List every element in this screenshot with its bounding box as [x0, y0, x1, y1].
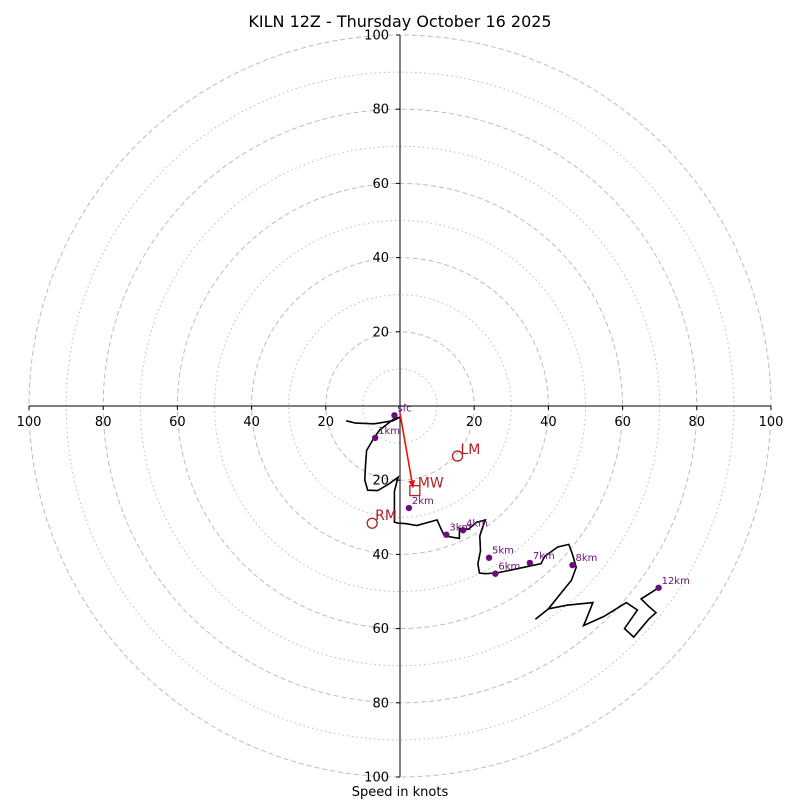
- height-label-5km: 5km: [492, 546, 514, 557]
- height-marker-5km: [485, 554, 493, 561]
- left-mover-marker: [451, 450, 464, 462]
- height-label-sfc: sfc: [397, 403, 411, 414]
- x-tick-label: 40: [243, 415, 260, 430]
- chart-title: KILN 12Z - Thursday October 16 2025: [248, 12, 551, 31]
- y-tick-label: 20: [372, 325, 389, 340]
- height-marker-6km: [492, 570, 499, 577]
- height-marker-1km: [371, 434, 379, 442]
- y-tick-label: 80: [372, 696, 389, 711]
- height-marker-8km: [569, 561, 576, 569]
- height-marker-2km: [405, 504, 413, 512]
- y-tick-label: 20: [372, 474, 389, 489]
- x-tick-label: 100: [759, 415, 784, 430]
- height-label-8km: 8km: [576, 553, 598, 564]
- x-axis-label: Speed in knots: [352, 785, 449, 800]
- storm-motion-layer: LM MW RM: [366, 413, 481, 529]
- height-marker-sfc: [391, 412, 398, 419]
- height-marker-4km: [459, 527, 467, 534]
- y-tick-label: 60: [372, 177, 389, 192]
- shear-vector-arrow: [399, 413, 414, 488]
- height-marker-3km: [443, 531, 450, 538]
- x-tick-label: 60: [169, 415, 186, 430]
- height-label-6km: 6km: [498, 562, 520, 573]
- axes: 100 80 60 40 20 20 40 60 80 100 100 80 60 40 20 20 40 60 8…: [17, 29, 784, 786]
- y-tick-label: 40: [372, 548, 389, 563]
- height-label-7km: 7km: [533, 551, 555, 562]
- x-tick-label: 20: [318, 415, 335, 430]
- right-mover-marker: [366, 517, 378, 529]
- hodograph-trace-layer: [346, 416, 660, 639]
- y-tick-label: 80: [372, 103, 389, 118]
- x-tick-label: 80: [689, 415, 706, 430]
- y-tick-label: 40: [372, 251, 389, 266]
- y-tick-label: 100: [364, 29, 389, 44]
- right-mover-label: RM: [375, 508, 397, 524]
- x-tick-label: 80: [95, 415, 112, 430]
- height-label-12km: 12km: [662, 576, 690, 587]
- height-marker-7km: [526, 559, 534, 567]
- y-tick-label: 100: [364, 771, 389, 786]
- mean-wind-marker: [409, 484, 421, 497]
- height-marker-12km: [655, 584, 662, 591]
- x-tick-label: 60: [614, 415, 631, 430]
- y-tick-label: 60: [372, 622, 389, 637]
- left-mover-label: LM: [461, 442, 481, 458]
- height-label-2km: 2km: [412, 496, 434, 507]
- height-label-3km: 3km: [449, 523, 471, 534]
- x-tick-label: 100: [17, 415, 42, 430]
- mean-wind-label: MW: [418, 476, 444, 492]
- x-tick-label: 40: [540, 415, 557, 430]
- hodograph-trace: [346, 416, 660, 639]
- height-label-1km: 1km: [378, 426, 400, 437]
- x-tick-label: 20: [466, 415, 483, 430]
- height-label-4km: 4km: [466, 518, 488, 529]
